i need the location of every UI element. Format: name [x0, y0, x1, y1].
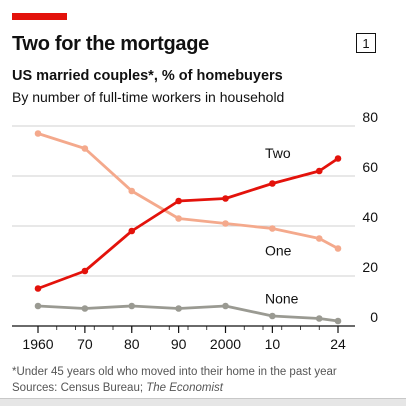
data-point-two: [334, 155, 342, 162]
x-tick-label: 2000: [210, 336, 241, 352]
data-point-one: [34, 130, 42, 137]
data-point-one: [315, 235, 323, 242]
x-tick-label: 24: [330, 336, 346, 352]
accent-bar: [12, 13, 67, 20]
y-tick-label: 0: [370, 309, 378, 325]
footnote: *Under 45 years old who moved into their…: [12, 366, 337, 378]
data-point-two: [128, 227, 136, 235]
y-tick-label: 80: [362, 109, 378, 125]
data-point-none: [269, 312, 276, 320]
x-tick-label: 80: [124, 336, 140, 352]
data-point-one: [128, 187, 136, 195]
data-point-two: [81, 267, 89, 275]
series-line-one: [36, 132, 340, 250]
series-label-two: Two: [265, 145, 291, 161]
y-tick-label: 20: [362, 259, 378, 275]
data-point-one: [222, 220, 229, 227]
data-point-one: [81, 145, 89, 152]
data-point-two: [175, 197, 182, 205]
data-point-two: [222, 195, 229, 202]
data-point-none: [175, 305, 182, 312]
bottom-strip: [0, 398, 406, 406]
chart-number-badge: 1: [356, 33, 376, 53]
series-line-none: [36, 304, 340, 323]
series-label-none: None: [265, 291, 299, 307]
data-point-none: [315, 315, 323, 322]
chart-description: By number of full-time workers in househ…: [12, 89, 285, 105]
chart-title: Two for the mortgage: [12, 33, 209, 55]
data-point-two: [315, 167, 323, 175]
data-point-one: [269, 225, 276, 232]
sources: Sources: Census Bureau; The Economist: [12, 382, 223, 394]
x-tick-label: 70: [77, 336, 93, 352]
bottom-edge: [0, 398, 406, 399]
data-point-none: [222, 302, 229, 310]
data-point-one: [175, 215, 182, 222]
data-point-none: [81, 305, 89, 312]
data-point-none: [34, 302, 42, 310]
data-point-two: [269, 180, 276, 187]
y-tick-label: 40: [362, 209, 378, 225]
sources-publisher: The Economist: [146, 382, 223, 394]
line-chart: 0 20 40 60 80 1960 70 80 90 2000 10 24 Two One None: [12, 109, 378, 352]
x-tick-label: 90: [171, 336, 187, 352]
series-label-one: One: [265, 243, 292, 259]
x-tick-label: 1960: [22, 336, 53, 352]
sources-prefix: Sources: Census Bureau;: [12, 382, 147, 394]
data-point-none: [128, 302, 136, 310]
data-point-two: [34, 285, 42, 292]
series-line-two: [36, 157, 340, 290]
y-tick-label: 60: [362, 159, 378, 175]
data-point-none: [334, 317, 342, 325]
chart-subtitle: US married couples*, % of homebuyers: [12, 68, 283, 84]
x-tick-label: 10: [265, 336, 281, 352]
data-point-one: [334, 245, 342, 252]
